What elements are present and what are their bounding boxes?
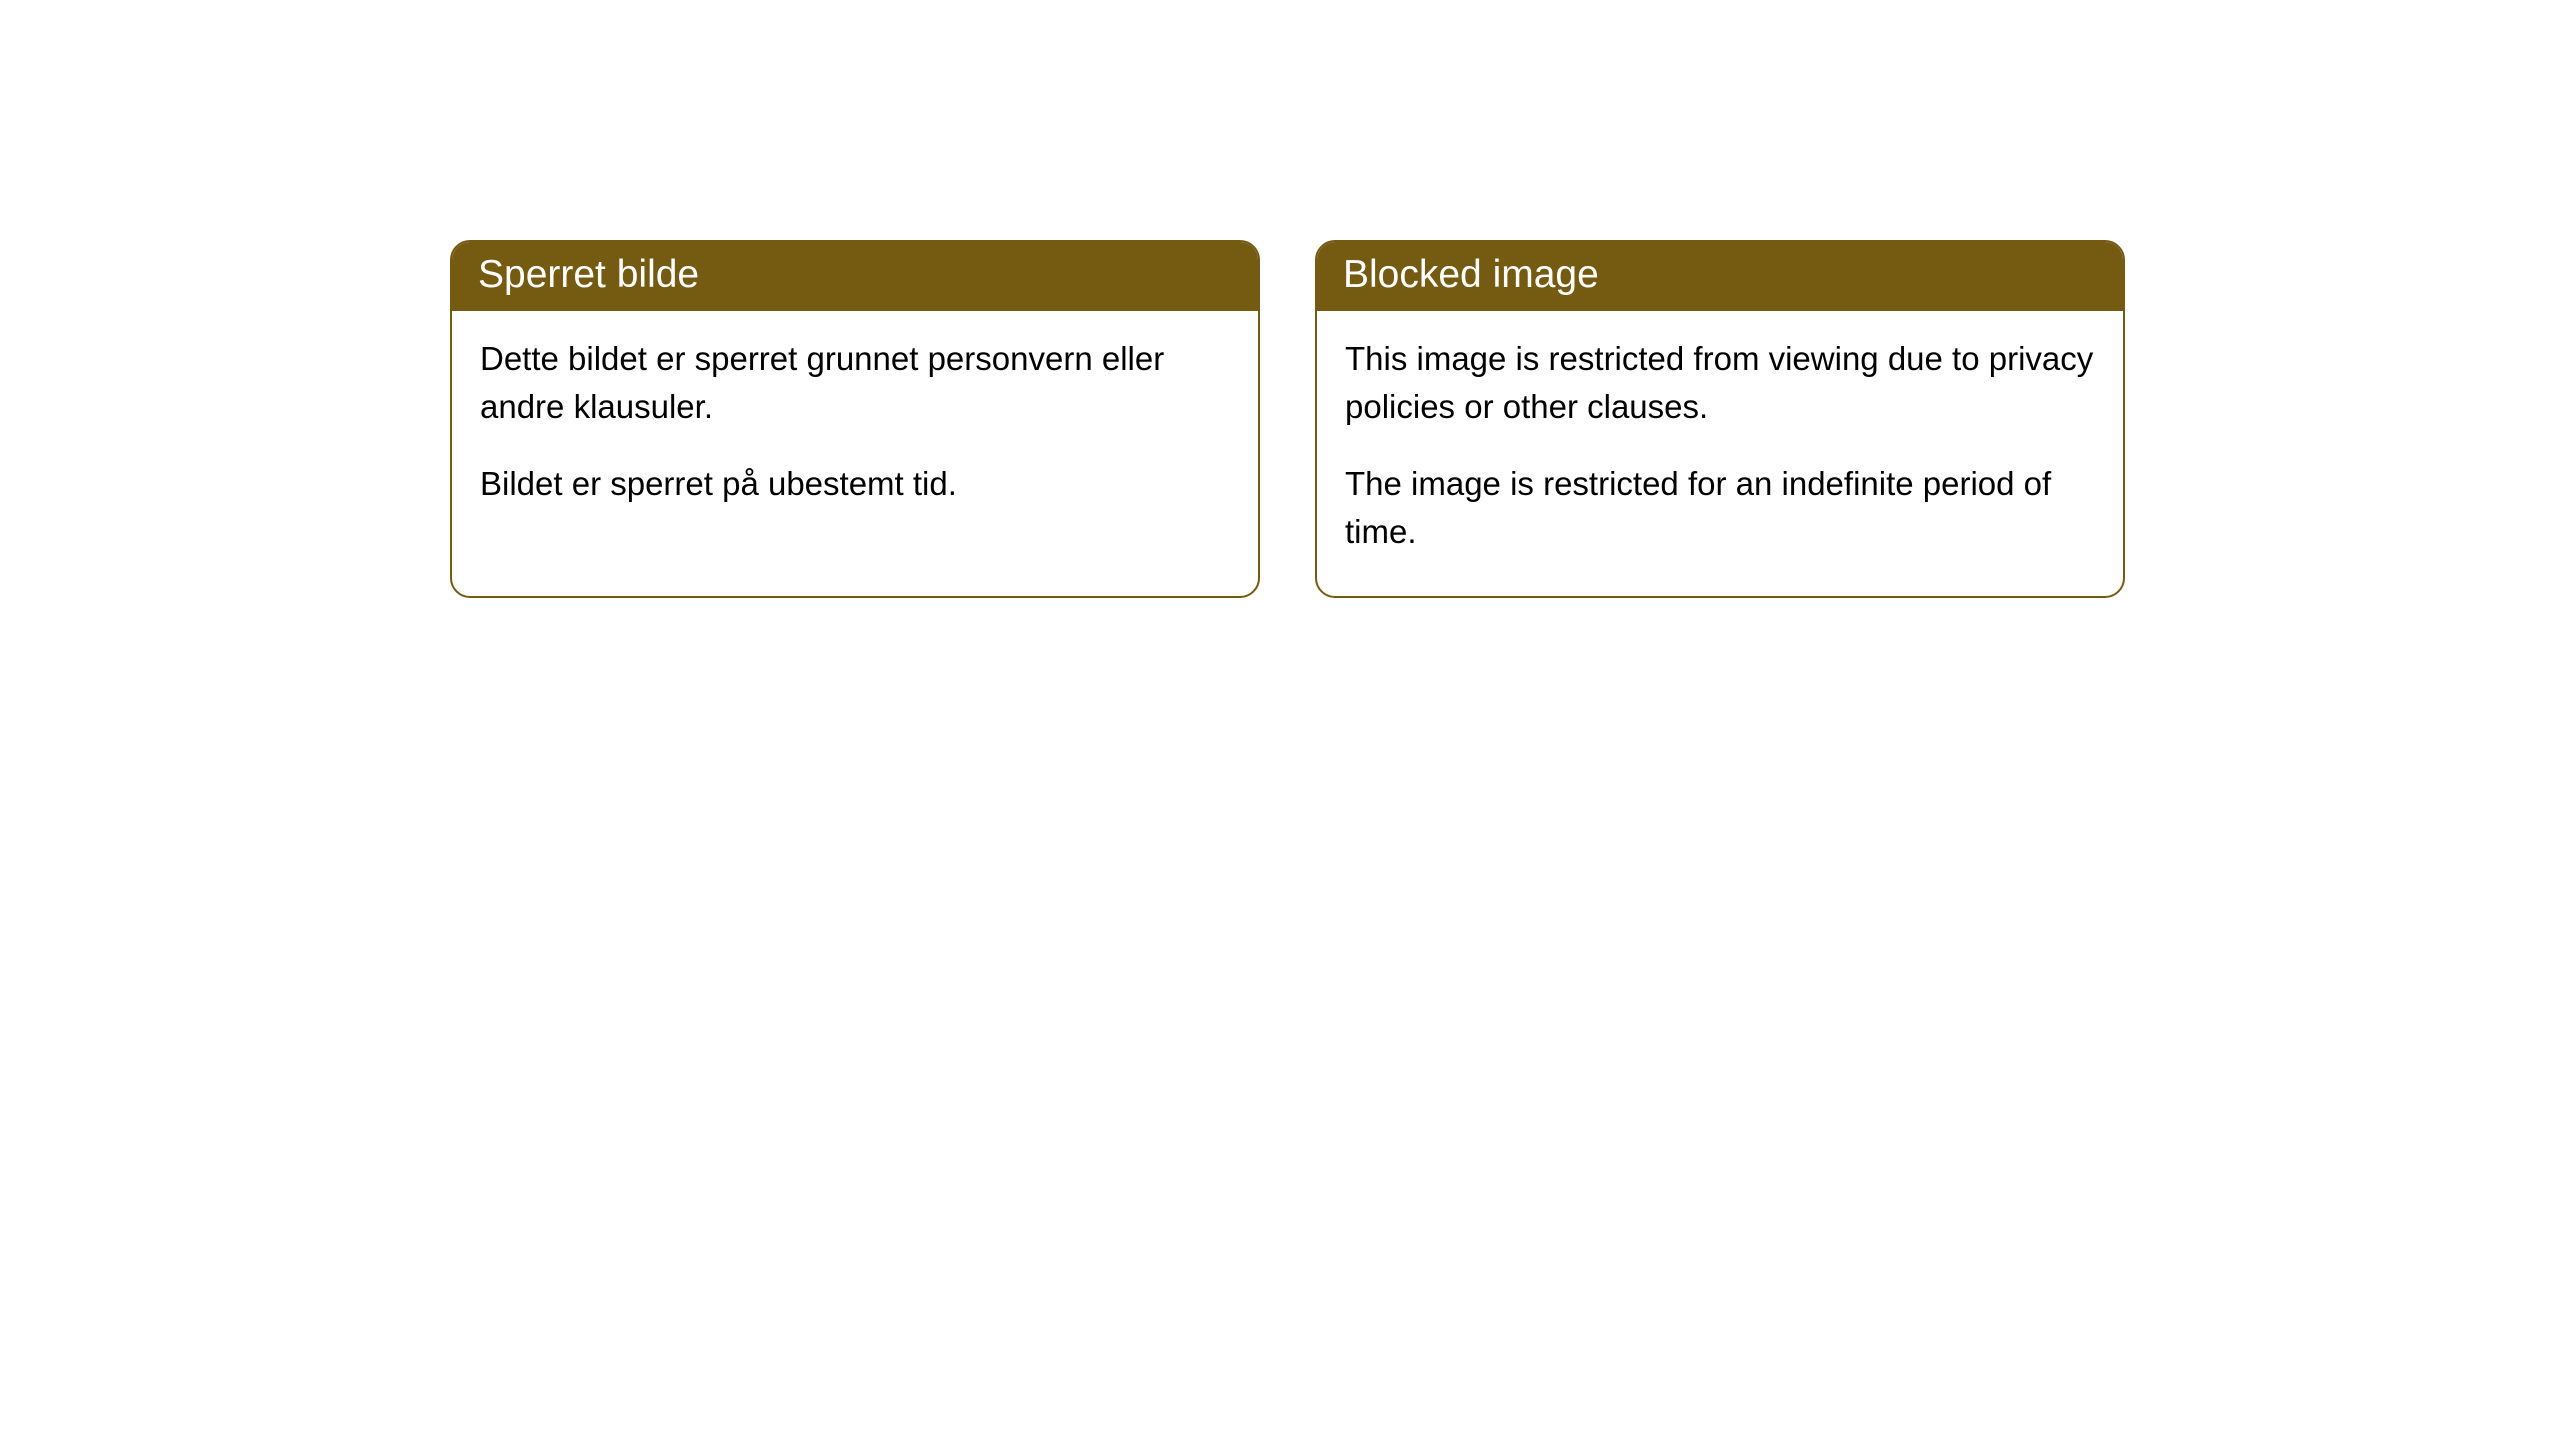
blocked-image-card-en: Blocked image This image is restricted f… <box>1315 240 2125 598</box>
card-title-no: Sperret bilde <box>452 242 1258 311</box>
card-body-en: This image is restricted from viewing du… <box>1317 311 2123 596</box>
card-paragraph: Bildet er sperret på ubestemt tid. <box>480 460 1230 508</box>
card-paragraph: This image is restricted from viewing du… <box>1345 335 2095 431</box>
card-paragraph: The image is restricted for an indefinit… <box>1345 460 2095 556</box>
message-cards-container: Sperret bilde Dette bildet er sperret gr… <box>0 0 2560 598</box>
card-paragraph: Dette bildet er sperret grunnet personve… <box>480 335 1230 431</box>
card-title-en: Blocked image <box>1317 242 2123 311</box>
blocked-image-card-no: Sperret bilde Dette bildet er sperret gr… <box>450 240 1260 598</box>
card-body-no: Dette bildet er sperret grunnet personve… <box>452 311 1258 549</box>
